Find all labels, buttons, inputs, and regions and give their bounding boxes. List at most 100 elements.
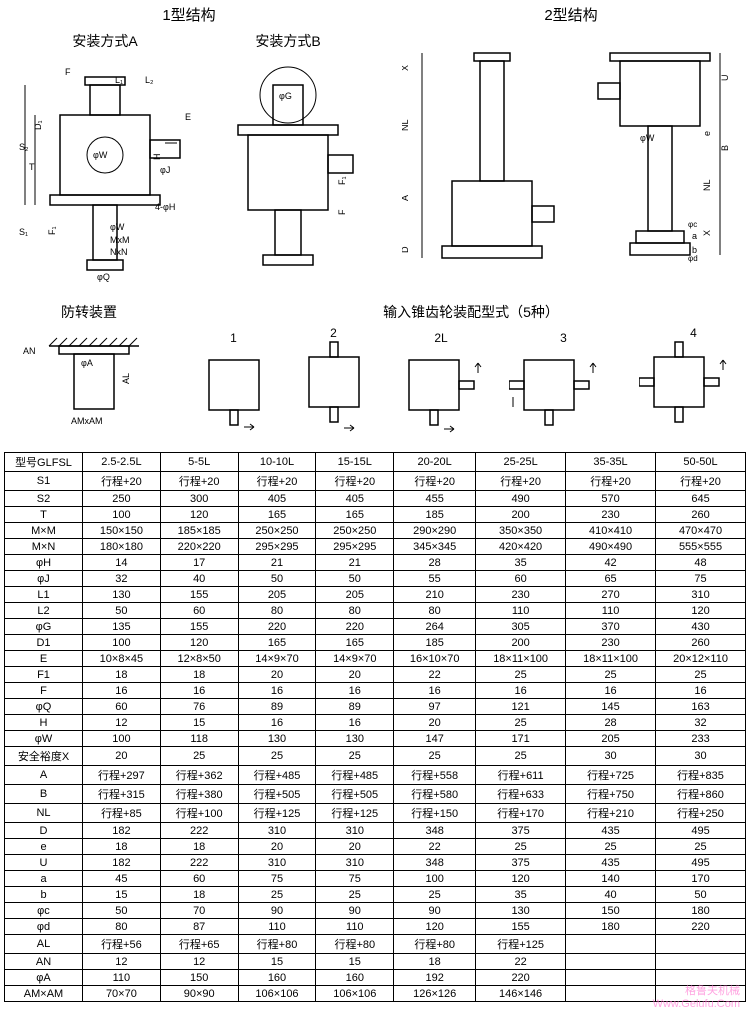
table-cell: 18 [83, 667, 161, 683]
table-cell: 行程+725 [566, 766, 656, 785]
table-cell: 行程+485 [316, 766, 394, 785]
table-cell: 295×295 [238, 539, 316, 555]
table-cell: 90 [394, 903, 476, 919]
table-cell: 150 [566, 903, 656, 919]
table-cell: 110 [238, 919, 316, 935]
table-cell: 行程+56 [83, 935, 161, 954]
svg-text:U: U [720, 75, 730, 82]
table-cell: 15 [238, 954, 316, 970]
table-cell: 170 [656, 871, 746, 887]
table-cell: 295×295 [316, 539, 394, 555]
table-cell: 20 [316, 667, 394, 683]
table-row: B行程+315行程+380行程+505行程+505行程+580行程+633行程+… [5, 785, 746, 804]
table-cell: 220×220 [160, 539, 238, 555]
table-row: φH1417212128354248 [5, 555, 746, 571]
table-cell: 行程+80 [394, 935, 476, 954]
table-cell: 16 [656, 683, 746, 699]
table-cell: 75 [316, 871, 394, 887]
table-cell: 14×9×70 [316, 651, 394, 667]
table-cell: 16 [316, 683, 394, 699]
table-cell: 16 [566, 683, 656, 699]
table-cell: 180×180 [83, 539, 161, 555]
table-cell: 行程+485 [238, 766, 316, 785]
table-row: U182222310310348375435495 [5, 855, 746, 871]
table-cell: 16 [238, 683, 316, 699]
table-row: L1130155205205210230270310 [5, 587, 746, 603]
table-cell: 18 [160, 839, 238, 855]
table-cell: F [5, 683, 83, 699]
table-cell: 55 [394, 571, 476, 587]
table-cell: D [5, 823, 83, 839]
svg-text:F₁: F₁ [47, 226, 57, 235]
svg-text:NL: NL [402, 119, 410, 131]
table-cell: 80 [316, 603, 394, 619]
table-cell: 100 [83, 731, 161, 747]
table-cell: 16×10×70 [394, 651, 476, 667]
table-cell: 60 [160, 603, 238, 619]
table-cell: 50 [316, 571, 394, 587]
table-cell: 180 [656, 903, 746, 919]
table-cell: 行程+125 [238, 804, 316, 823]
table-cell: 行程+20 [476, 472, 566, 491]
table-row: L25060808080110110120 [5, 603, 746, 619]
table-cell: 222 [160, 823, 238, 839]
table-cell: 25 [394, 747, 476, 766]
svg-text:φW: φW [110, 222, 125, 232]
table-cell: AL [5, 935, 83, 954]
table-cell: 130 [83, 587, 161, 603]
table-cell: 22 [476, 954, 566, 970]
svg-text:AN: AN [23, 346, 36, 356]
table-cell: 118 [160, 731, 238, 747]
table-row: NL行程+85行程+100行程+125行程+125行程+150行程+170行程+… [5, 804, 746, 823]
table-cell: L2 [5, 603, 83, 619]
svg-text:L₁: L₁ [115, 75, 123, 85]
table-cell: 120 [160, 507, 238, 523]
table-cell: 18 [83, 839, 161, 855]
table-cell: U [5, 855, 83, 871]
table-cell: 495 [656, 823, 746, 839]
table-cell: 15 [83, 887, 161, 903]
table-cell: 行程+558 [394, 766, 476, 785]
table-cell: M×M [5, 523, 83, 539]
svg-text:X: X [702, 230, 712, 236]
table-cell: φd [5, 919, 83, 935]
table-cell: 32 [83, 571, 161, 587]
table-cell: 97 [394, 699, 476, 715]
table-cell: 行程+835 [656, 766, 746, 785]
table-row: M×N180×180220×220295×295295×295345×34542… [5, 539, 746, 555]
table-cell: 25 [566, 667, 656, 683]
table-row: φG135155220220264305370430 [5, 619, 746, 635]
table-cell: 25 [476, 747, 566, 766]
table-cell: 165 [238, 635, 316, 651]
diagram-type2-right: U B e NL X a b φW φc φd [580, 31, 740, 281]
table-row: 安全裕度X2025252525253030 [5, 747, 746, 766]
svg-text:φJ: φJ [160, 165, 170, 175]
table-cell: 行程+860 [656, 785, 746, 804]
table-cell: 80 [238, 603, 316, 619]
spec-table: 型号GLFSL2.5-2.5L5-5L10-10L15-15L20-20L25-… [4, 452, 746, 1002]
table-cell: φG [5, 619, 83, 635]
table-cell: 76 [160, 699, 238, 715]
table-row: F11818202022252525 [5, 667, 746, 683]
table-cell: M×N [5, 539, 83, 555]
table-cell: 70 [160, 903, 238, 919]
table-cell: 130 [238, 731, 316, 747]
table-cell: 14×9×70 [238, 651, 316, 667]
svg-text:F₁: F₁ [337, 176, 347, 185]
table-cell: 120 [160, 635, 238, 651]
table-header-cell: 5-5L [160, 453, 238, 472]
table-cell: 555×555 [656, 539, 746, 555]
table-cell: 230 [566, 507, 656, 523]
table-cell: 260 [656, 635, 746, 651]
table-row: H1215161620252832 [5, 715, 746, 731]
table-cell: 行程+580 [394, 785, 476, 804]
table-cell: 25 [160, 747, 238, 766]
table-cell: 16 [316, 715, 394, 731]
table-cell: 264 [394, 619, 476, 635]
table-row: AL行程+56行程+65行程+80行程+80行程+80行程+125 [5, 935, 746, 954]
table-cell: 21 [238, 555, 316, 571]
table-cell: 75 [656, 571, 746, 587]
table-cell: 60 [83, 699, 161, 715]
table-cell: 435 [566, 823, 656, 839]
diagram-install-b: 安装方式B φG F₁ F [213, 31, 363, 290]
